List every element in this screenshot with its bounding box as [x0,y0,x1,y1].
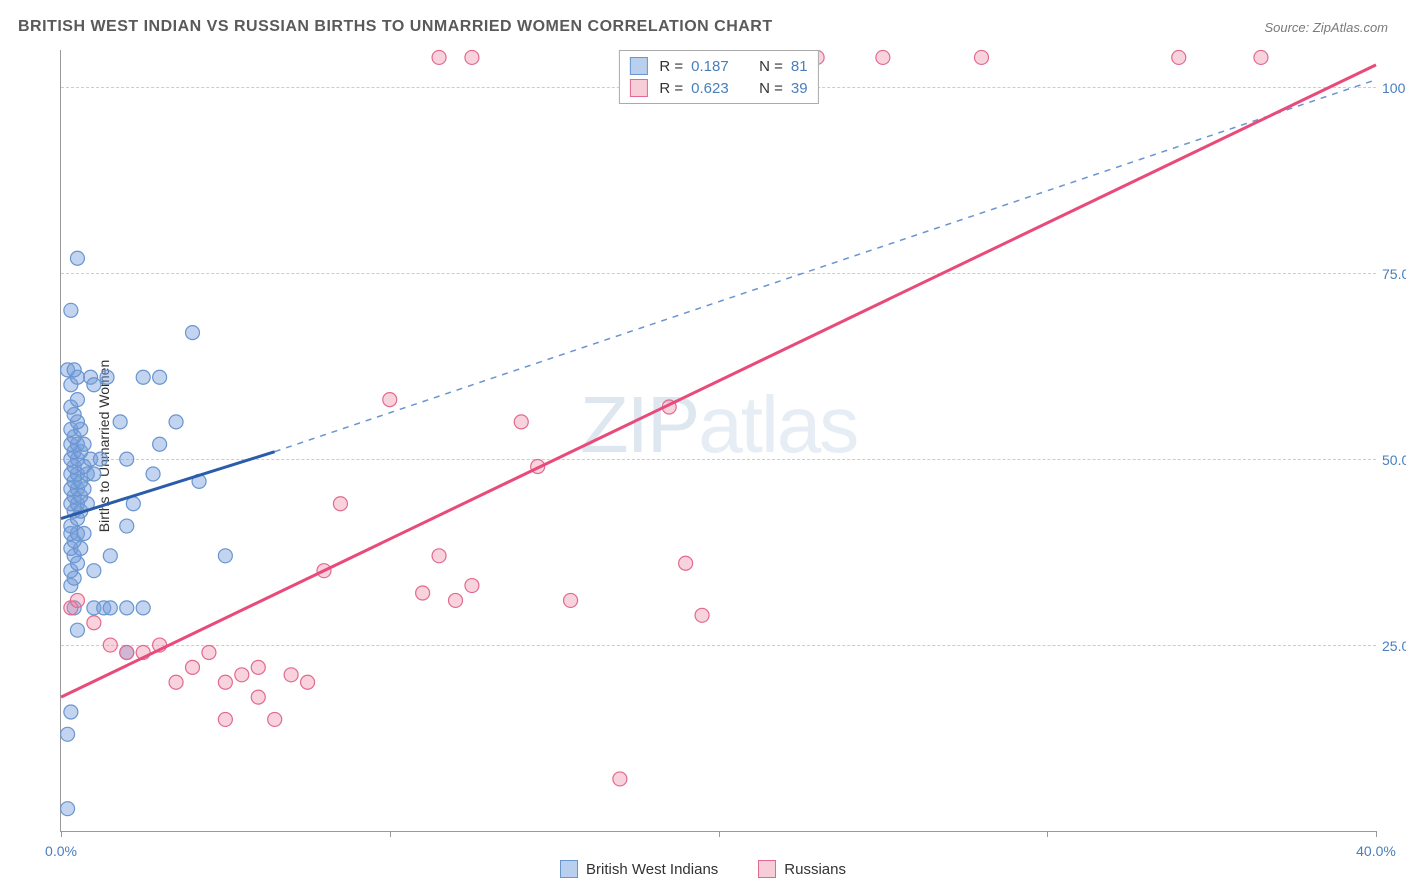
data-point [169,675,183,689]
data-point [146,467,160,481]
swatch-blue-icon [560,860,578,878]
data-point [70,593,84,607]
n-value-rus: 39 [791,80,808,97]
data-point [432,50,446,64]
plot-area: ZIPatlas 25.0%50.0%75.0%100.0% 0.0%40.0%… [60,50,1376,832]
data-point [383,393,397,407]
r-value-bwi: 0.187 [691,58,741,75]
source-label: Source: ZipAtlas.com [1264,20,1388,35]
data-point [64,705,78,719]
data-point [679,556,693,570]
data-point [1172,50,1186,64]
data-point [235,668,249,682]
data-point [70,623,84,637]
data-point [514,415,528,429]
n-label: N = [759,58,783,75]
data-point [202,645,216,659]
data-point [432,549,446,563]
legend-item-bwi: British West Indians [560,860,718,878]
r-label: R = [659,80,683,97]
legend-label-rus: Russians [784,861,846,878]
data-point [136,370,150,384]
data-point [876,50,890,64]
data-point [613,772,627,786]
data-point [465,579,479,593]
trend-line [61,65,1376,697]
r-value-rus: 0.623 [691,80,741,97]
y-tick-label: 75.0% [1382,266,1406,282]
trend-line-dashed [275,80,1376,452]
data-point [70,393,84,407]
data-point [120,601,134,615]
swatch-pink-icon [758,860,776,878]
data-point [268,712,282,726]
swatch-pink-icon [629,79,647,97]
legend-label-bwi: British West Indians [586,861,718,878]
data-point [975,50,989,64]
n-value-bwi: 81 [791,58,808,75]
data-point [61,802,75,816]
data-point [77,526,91,540]
data-point [87,616,101,630]
data-point [218,712,232,726]
data-point [87,378,101,392]
data-point [136,601,150,615]
y-tick-label: 50.0% [1382,452,1406,468]
legend-item-rus: Russians [758,860,846,878]
data-point [87,467,101,481]
data-point [120,645,134,659]
x-tick-label: 0.0% [45,843,77,859]
data-point [61,727,75,741]
data-point [218,675,232,689]
data-point [333,497,347,511]
data-point [695,608,709,622]
data-point [153,437,167,451]
legend-top: R = 0.187 N = 81 R = 0.623 N = 39 [618,50,818,104]
x-tick-label: 40.0% [1356,843,1396,859]
data-point [103,601,117,615]
swatch-blue-icon [629,57,647,75]
data-point [186,660,200,674]
data-point [465,50,479,64]
y-tick-label: 25.0% [1382,638,1406,654]
data-point [120,519,134,533]
data-point [103,638,117,652]
legend-row-rus: R = 0.623 N = 39 [629,77,807,99]
data-point [67,363,81,377]
data-point [284,668,298,682]
data-point [64,303,78,317]
data-point [153,370,167,384]
data-point [100,370,114,384]
data-point [301,675,315,689]
y-tick-label: 100.0% [1382,80,1406,96]
chart-svg [61,50,1376,831]
data-point [1254,50,1268,64]
data-point [103,549,117,563]
data-point [416,586,430,600]
data-point [87,564,101,578]
n-label: N = [759,80,783,97]
data-point [186,326,200,340]
data-point [564,593,578,607]
data-point [218,549,232,563]
data-point [113,415,127,429]
data-point [93,452,107,466]
chart-title: BRITISH WEST INDIAN VS RUSSIAN BIRTHS TO… [18,18,773,36]
legend-bottom: British West Indians Russians [560,860,846,878]
legend-row-bwi: R = 0.187 N = 81 [629,55,807,77]
data-point [120,452,134,466]
header: BRITISH WEST INDIAN VS RUSSIAN BIRTHS TO… [18,18,1388,36]
data-point [251,690,265,704]
data-point [169,415,183,429]
data-point [251,660,265,674]
r-label: R = [659,58,683,75]
data-point [70,251,84,265]
data-point [449,593,463,607]
